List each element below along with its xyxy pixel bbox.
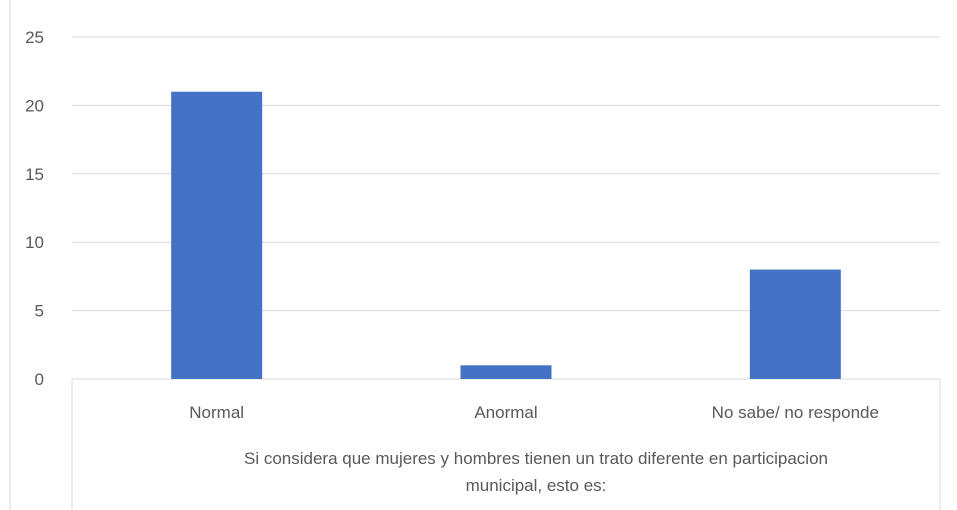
x-axis-title-line-1: Si considera que mujeres y hombres tiene…	[244, 449, 828, 468]
x-axis-title: Si considera que mujeres y hombres tiene…	[244, 449, 828, 495]
y-tick-label-15: 15	[25, 165, 44, 184]
x-axis-categories: Normal Anormal No sabe/ no responde	[189, 403, 879, 422]
bars	[171, 91, 841, 379]
y-tick-label-10: 10	[25, 233, 44, 252]
bar-anormal	[460, 365, 552, 379]
x-category-label: Anormal	[474, 403, 537, 422]
y-axis-ticks: 0 5 10 15 20 25	[25, 28, 44, 389]
bar-normal	[171, 91, 263, 379]
axis-frame	[9, 0, 941, 510]
x-category-label: Normal	[189, 403, 244, 422]
y-tick-label-25: 25	[25, 28, 44, 47]
y-tick-label-20: 20	[25, 96, 44, 115]
y-tick-label-0: 0	[35, 370, 44, 389]
bar-no-sabe-no-responde	[749, 269, 841, 379]
y-tick-label-5: 5	[35, 302, 44, 321]
x-category-label: No sabe/ no responde	[712, 403, 879, 422]
x-axis-title-line-2: municipal, esto es:	[466, 476, 607, 495]
